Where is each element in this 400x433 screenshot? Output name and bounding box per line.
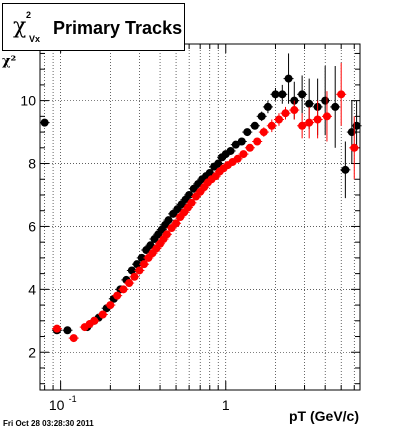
data-point — [113, 291, 122, 300]
data-point — [245, 143, 254, 152]
data-point — [106, 301, 115, 310]
data-point — [98, 310, 107, 319]
grid-lines — [40, 44, 360, 390]
data-point — [253, 137, 262, 146]
data-point — [205, 168, 214, 177]
data-point — [350, 143, 359, 152]
data-point — [52, 324, 61, 333]
data-point — [187, 198, 196, 207]
data-point — [127, 266, 136, 275]
y-tick-label: 2 — [28, 344, 36, 360]
y-tick-label: 10 — [20, 93, 36, 109]
data-point — [132, 260, 141, 269]
data-point — [313, 115, 322, 124]
data-point — [231, 140, 240, 149]
data-point — [298, 121, 307, 130]
data-point — [69, 334, 78, 343]
axis-ticks: 2 4 6 8 10 10 -1 1 — [20, 44, 360, 413]
data-point — [172, 219, 181, 228]
data-point — [274, 115, 283, 124]
data-point — [137, 253, 146, 262]
data-point — [278, 90, 287, 99]
data-point — [305, 118, 314, 127]
data-point — [305, 99, 314, 108]
data-series — [39, 53, 362, 343]
data-point — [135, 266, 144, 275]
data-point — [341, 165, 350, 174]
data-point — [164, 216, 173, 225]
title-box: χ 2 Vx Primary Tracks — [2, 3, 185, 51]
data-point — [243, 128, 252, 137]
data-point — [321, 96, 330, 105]
data-point — [322, 112, 331, 121]
data-point — [263, 102, 272, 111]
data-point — [331, 102, 340, 111]
data-point — [284, 74, 293, 83]
y-axis-label: χ² — [2, 54, 17, 69]
data-point — [40, 118, 49, 127]
data-point — [237, 137, 246, 146]
title-superscript: 2 — [26, 10, 32, 20]
x-tick-label: 10 — [49, 397, 65, 413]
title-subscript: Vx — [29, 34, 41, 44]
x-tick-label: 1 — [222, 397, 230, 413]
data-point — [125, 279, 134, 288]
data-point — [257, 112, 266, 121]
data-point — [226, 146, 235, 155]
data-point — [162, 230, 171, 239]
series-black — [39, 53, 362, 335]
data-point — [239, 150, 248, 159]
data-point — [290, 106, 299, 115]
series-red — [51, 62, 360, 343]
x-tick-label-exponent: -1 — [69, 394, 77, 404]
data-point — [298, 90, 307, 99]
data-point — [90, 316, 99, 325]
y-tick-label: 6 — [28, 218, 36, 234]
y-tick-label: 8 — [28, 156, 36, 172]
data-point — [130, 272, 139, 281]
data-point — [259, 128, 268, 137]
chart-title: Primary Tracks — [53, 18, 183, 38]
title-symbol: χ — [13, 14, 27, 39]
data-point — [146, 241, 155, 250]
data-point — [250, 121, 259, 130]
data-point — [337, 90, 346, 99]
data-point — [140, 260, 149, 269]
x-axis-label: pT (GeV/c) — [289, 408, 360, 424]
data-point — [281, 109, 290, 118]
y-tick-label: 4 — [28, 281, 36, 297]
data-point — [63, 326, 72, 335]
timestamp-footer: Fri Oct 28 03:28:30 2011 — [3, 419, 94, 428]
data-point — [119, 285, 128, 294]
data-point — [267, 121, 276, 130]
data-point — [214, 159, 223, 168]
data-point — [233, 154, 242, 163]
data-point — [271, 90, 280, 99]
